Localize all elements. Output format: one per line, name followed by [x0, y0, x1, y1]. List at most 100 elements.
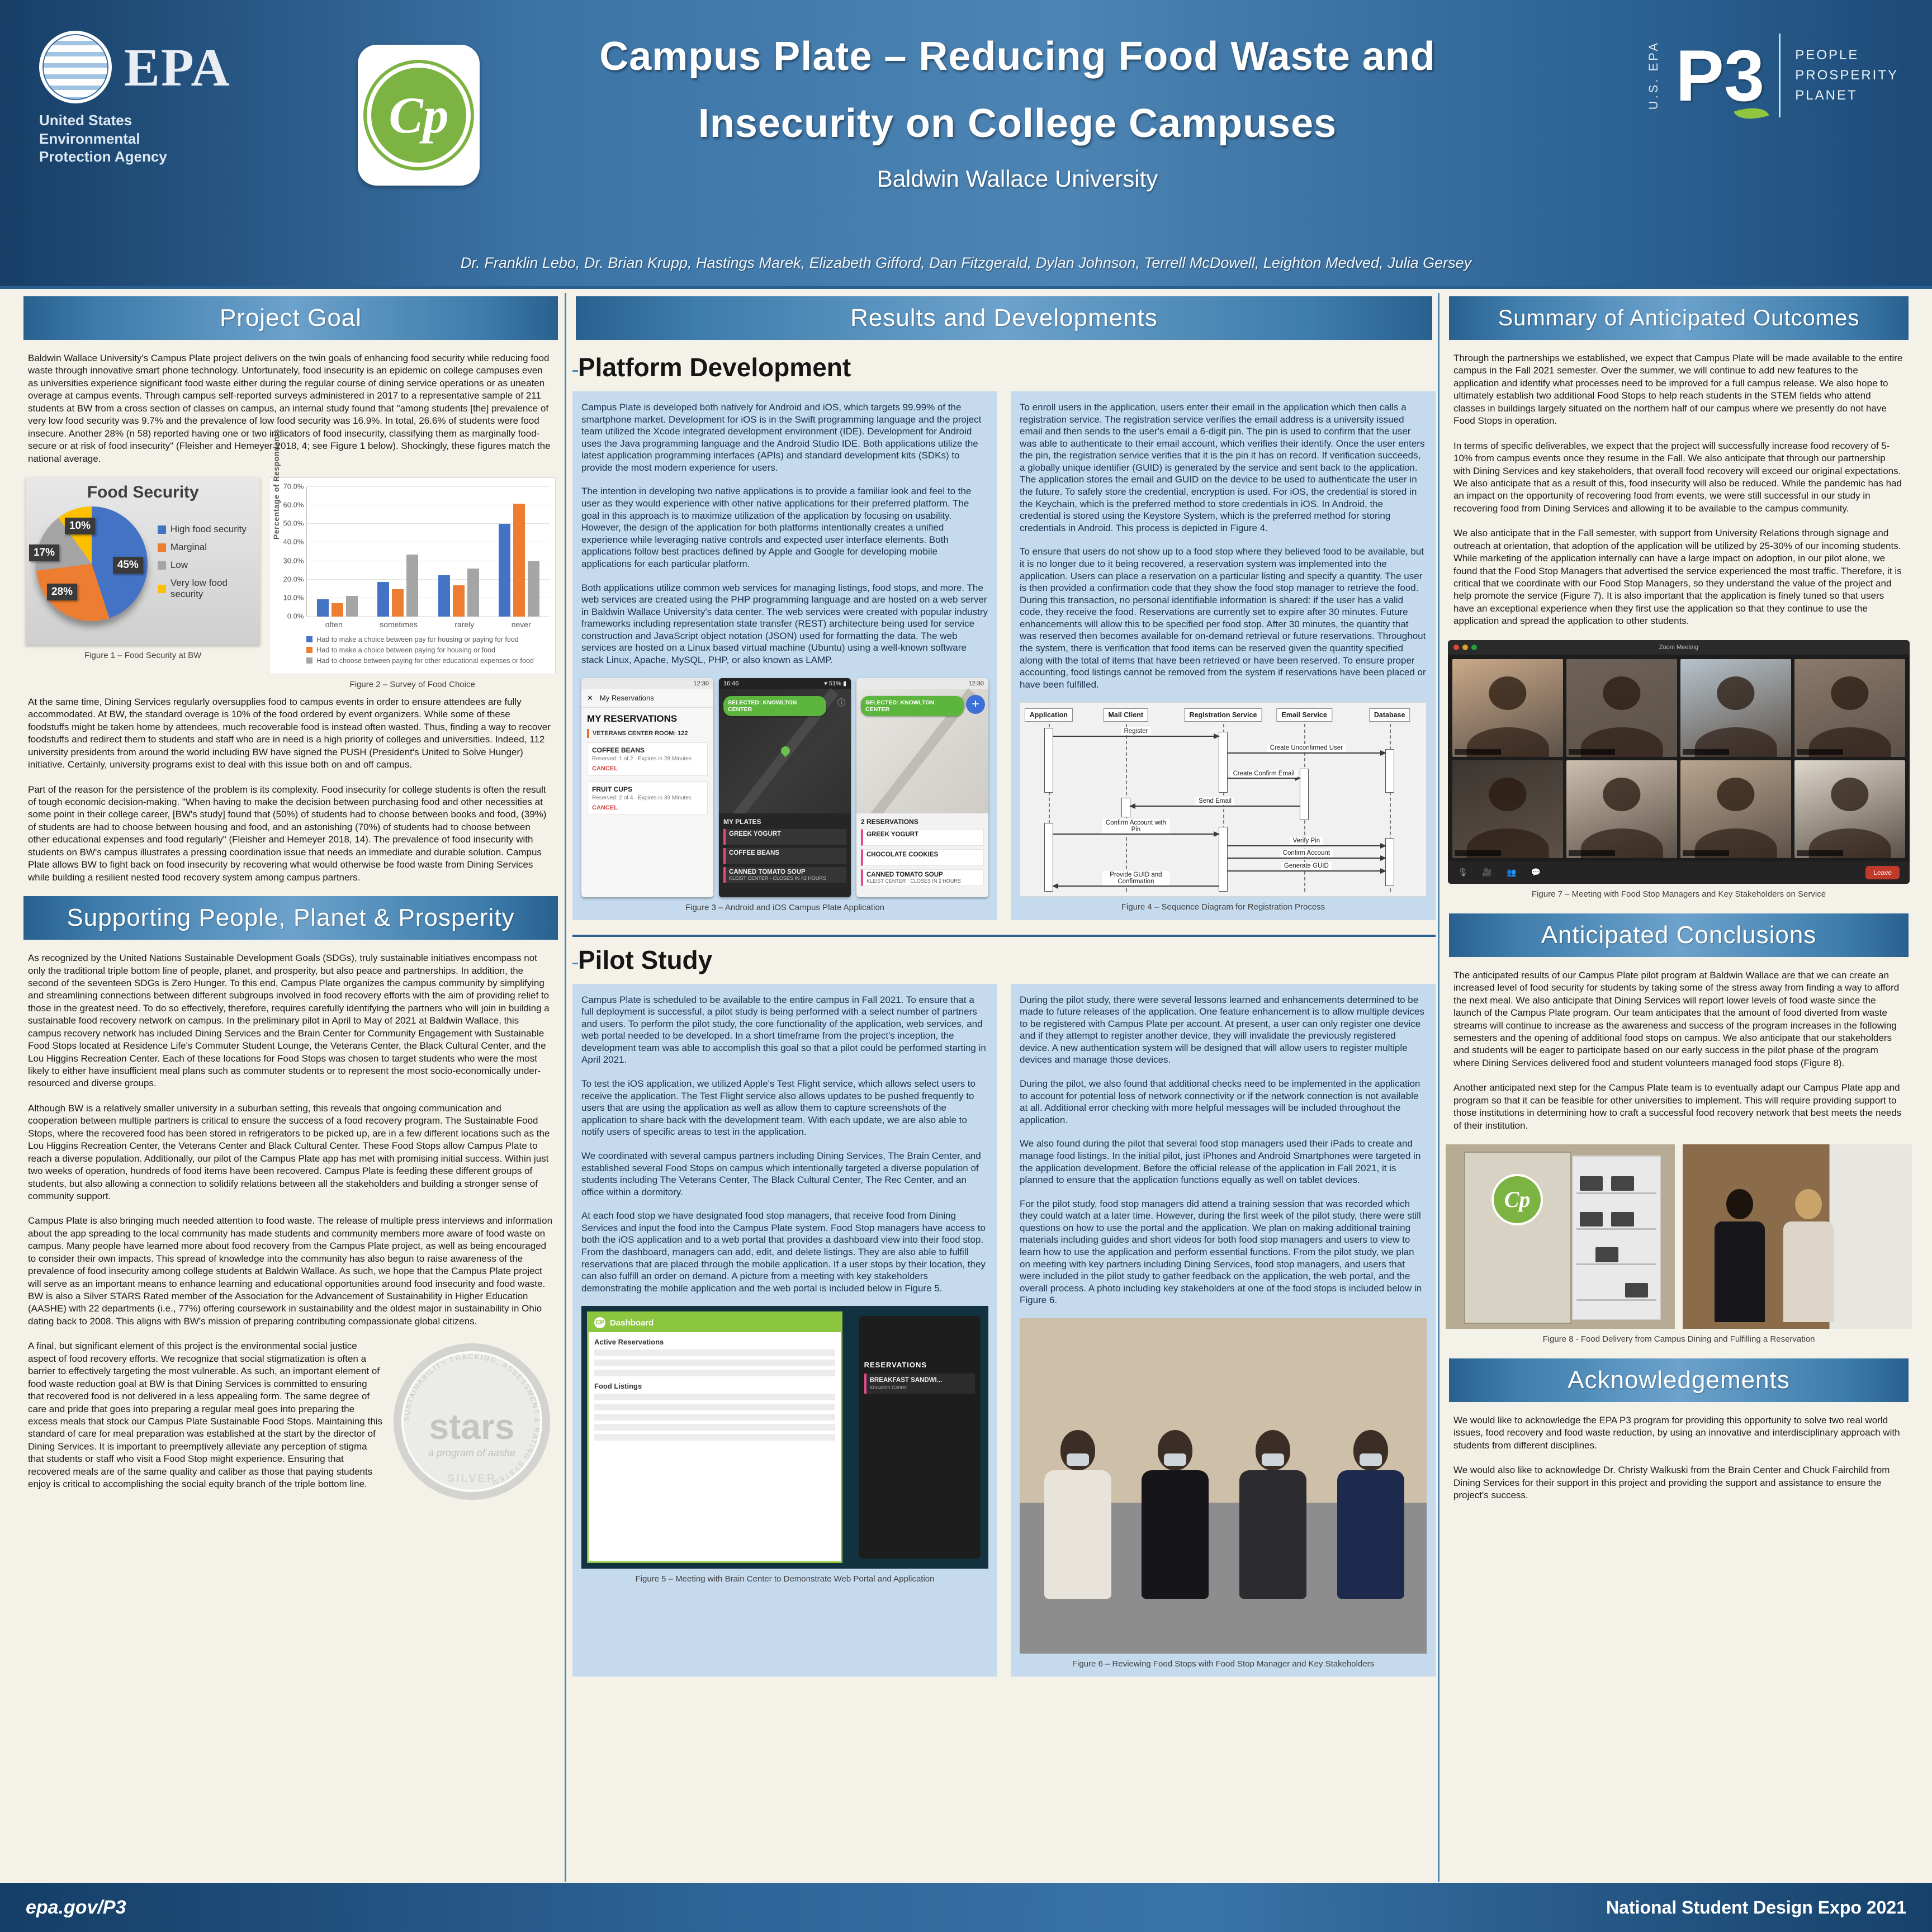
phone-screenshot-reservations: 12:30 ✕ My Reservations MY RESERVATIONS V… [581, 678, 713, 897]
pilot-right-box: During the pilot study, there were sever… [1011, 983, 1436, 1677]
bar-chart-categories: often sometimes rarely never [325, 619, 531, 629]
food-item-name: CANNED TOMATO SOUP [866, 871, 943, 878]
video-tile [1794, 659, 1905, 757]
p3-divider [1779, 34, 1781, 117]
bar-group [438, 487, 479, 617]
fridge-with-food-photo: Cp [1446, 1144, 1675, 1329]
pilot-left-box: Campus Plate is scheduled to be availabl… [572, 983, 997, 1677]
paragraph: At the same time, Dining Services regula… [28, 696, 551, 770]
figure6-photo [1020, 1318, 1427, 1654]
video-tile [1680, 659, 1791, 757]
figure4-caption: Figure 4 – Sequence Diagram for Registra… [1121, 902, 1325, 912]
dashboard-section-title: Food Listings [594, 1382, 642, 1391]
figure1-food-security-pie: Food Security 45% 28% 17% 10% High food … [26, 477, 261, 692]
message-label: Confirm Account [1280, 849, 1333, 858]
figure3-caption: Figure 3 – Android and iOS Campus Plate … [685, 902, 885, 912]
paragraph: Both applications utilize common web ser… [581, 582, 988, 665]
legend-item: High food security [157, 524, 261, 535]
bar [392, 589, 404, 617]
add-button: + [966, 694, 985, 714]
poster-title-line2: Insecurity on College Campuses [698, 101, 1337, 146]
paragraph: To enroll users in the application, user… [1020, 402, 1425, 533]
paragraph: For the pilot study, food stop managers … [1020, 1198, 1422, 1306]
bar-chart-legend: Had to make a choice between pay for hou… [306, 636, 550, 665]
legend-item: Had to make a choice between pay for hou… [306, 636, 550, 643]
message-label: Verify Pin [1290, 836, 1323, 845]
paragraph: Another anticipated next step for the Ca… [1453, 1082, 1902, 1131]
paragraph: At each food stop we have designated foo… [581, 1210, 986, 1294]
paragraph: The intention in developing two native a… [581, 486, 972, 569]
camera-icon: 🎥 [1482, 868, 1493, 877]
bar [528, 561, 540, 617]
message-label: Generate GUID [1281, 861, 1332, 870]
food-item-sub: KLEIST CENTER · CLOSES IN 2 HOURS [866, 878, 961, 884]
food-item-detail: Reserved: 1 of 2 · Expires in 28 Minutes [592, 755, 692, 762]
epa-acronym: EPA [124, 37, 231, 97]
food-item-sub [866, 858, 980, 864]
selected-foodstop-pill: SELECTED: KNOWLTON CENTER [861, 695, 964, 716]
figure4-sequence-diagram: Application Mail Client Registration Servi… [1020, 702, 1427, 897]
paragraph: Through the partnerships we established,… [1453, 353, 1903, 427]
legend-item: Low [157, 560, 261, 571]
section-header-project-goal: Project Goal [23, 296, 558, 340]
paragraph: The anticipated results of our Campus Pl… [1453, 969, 1900, 1068]
close-window-icon [1453, 644, 1459, 650]
epa-org-line: United States [39, 112, 132, 129]
my-plates-sheet: MY PLATES GREEK YOGURT COFFEE BEANS CANN… [719, 813, 851, 897]
food-item-sub [729, 856, 843, 862]
bar-group [499, 487, 540, 617]
lifeline-email-service: Email Service [1276, 708, 1332, 722]
subsection-platform-development: Platform Development [572, 352, 1436, 382]
epa-flag-icon [39, 31, 112, 103]
p3-tagline-line: PEOPLE [1795, 48, 1859, 63]
figure7-zoom-meeting: Zoom Meeting 🎙 🎥 👥 💬 Leave [1448, 640, 1910, 884]
paragraph: Part of the reason for the persistence o… [28, 784, 547, 883]
message-label: Send Email [1196, 797, 1234, 805]
reservations-sheet: 2 RESERVATIONS GREEK YOGURT CHOCOLATE CO… [856, 813, 988, 897]
message-arrow: Create Confirm Email [1228, 769, 1301, 781]
figure6-caption: Figure 6 – Reviewing Food Stops with Foo… [1072, 1659, 1375, 1669]
bar-group [317, 487, 358, 617]
header-divider [0, 286, 1932, 289]
message-arrow: Create Unconfirmed User [1228, 744, 1386, 756]
pie-label: 45% [112, 557, 143, 574]
food-item-detail: Reserved: 2 of 4 · Expires in 39 Minutes [592, 794, 692, 801]
p3-tagline: PEOPLE PROSPERITY PLANET [1795, 45, 1898, 106]
figure8-caption: Figure 8 - Food Delivery from Campus Din… [1542, 1334, 1815, 1344]
subsection-pilot-study: Pilot Study [572, 945, 1436, 975]
dashboard-section-title: Active Reservations [594, 1338, 664, 1347]
paragraph: We also anticipate that in the Fall seme… [1453, 528, 1902, 627]
paragraph: During the pilot, we also found that add… [1020, 1078, 1420, 1125]
p3-tagline-line: PROSPERITY [1795, 68, 1898, 83]
pie-label: 17% [29, 544, 60, 561]
bar [317, 599, 329, 617]
figure1-caption: Figure 1 – Food Security at BW [84, 650, 202, 660]
left-column: Project Goal Baldwin Wallace University'… [20, 293, 561, 1881]
cp-dashboard-badge: CP [594, 1317, 605, 1329]
video-tile [1566, 659, 1677, 757]
figure5-web-portal-screenshot: CP Dashboard Active Reservations Food Lis… [581, 1306, 988, 1569]
phone-statusbar: 12:30 [581, 678, 713, 689]
message-arrow: Send Email [1129, 797, 1300, 809]
message-label: Create Unconfirmed User [1267, 744, 1346, 752]
video-tile [1794, 760, 1905, 858]
pie-legend: High food security Marginal Low Very low fo… [157, 524, 261, 607]
cp-fridge-badge: Cp [1491, 1173, 1543, 1225]
bar [513, 503, 525, 617]
food-item-name: COFFEE BEANS [592, 746, 645, 754]
paragraph: We would also like to acknowledge Dr. Ch… [1453, 1465, 1890, 1501]
p3-us-epa-vertical: U.S. EPA [1646, 41, 1661, 110]
bar [452, 585, 465, 617]
minimize-window-icon [1462, 644, 1468, 650]
message-label: Confirm Account with Pin [1102, 818, 1169, 834]
food-item-sub: KLEIST CENTER · CLOSES IN 42 HOURS [729, 875, 826, 881]
final-paragraph-with-badge: SUSTAINABILITY TRACKING, ASSESSMENT & RA… [28, 1340, 553, 1500]
middle-column: Results and Developments Platform Develo… [572, 293, 1436, 1881]
maximize-window-icon [1471, 644, 1477, 650]
message-arrow: Register [1053, 727, 1220, 740]
sheet-title: 2 RESERVATIONS [861, 817, 918, 826]
food-item-sub: Knowlton Center [869, 1385, 907, 1391]
food-item-name: GREEK YOGURT [866, 831, 919, 838]
epa-logo: EPA United States Environmental Protecti… [39, 31, 231, 166]
bar [406, 554, 419, 617]
